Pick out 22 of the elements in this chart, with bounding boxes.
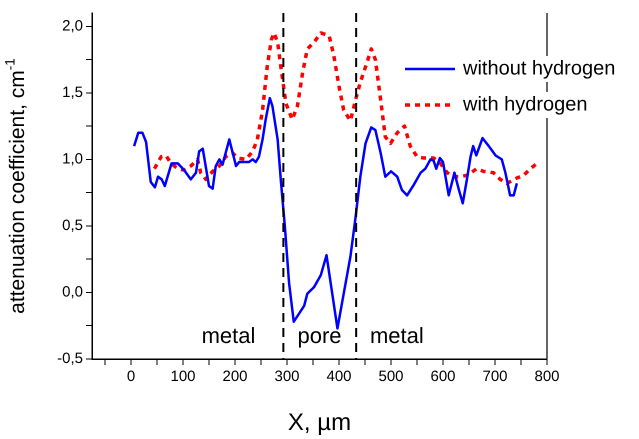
annotation: metal (202, 323, 256, 348)
legend-label: with hydrogen (462, 94, 588, 116)
x-tick-label: 100 (170, 368, 196, 386)
y-tick-label: 1,0 (62, 150, 83, 168)
x-axis-title: X, µm (288, 409, 352, 436)
legend-label: without hydrogen (462, 58, 616, 80)
y-tick-label: 1,5 (62, 84, 83, 101)
y-tick-label: -0,5 (57, 350, 83, 368)
y-tick-label: 2,0 (62, 17, 83, 34)
x-tick-label: 700 (482, 368, 508, 386)
x-tick-label: 800 (534, 368, 560, 386)
x-tick-label: 600 (430, 368, 456, 386)
y-tick-label: 0,5 (62, 217, 83, 234)
x-tick-label: 200 (222, 368, 248, 386)
y-axis-title: attenuation coefficient, cm-1 (2, 58, 29, 314)
x-tick-label: 0 (126, 368, 136, 386)
annotation: metal (370, 323, 424, 348)
annotation: pore (297, 323, 342, 348)
y-tick-label: 0,0 (62, 284, 83, 301)
x-tick-label: 500 (378, 368, 404, 386)
x-tick-label: 300 (274, 368, 300, 386)
x-tick-label: 400 (326, 368, 352, 386)
